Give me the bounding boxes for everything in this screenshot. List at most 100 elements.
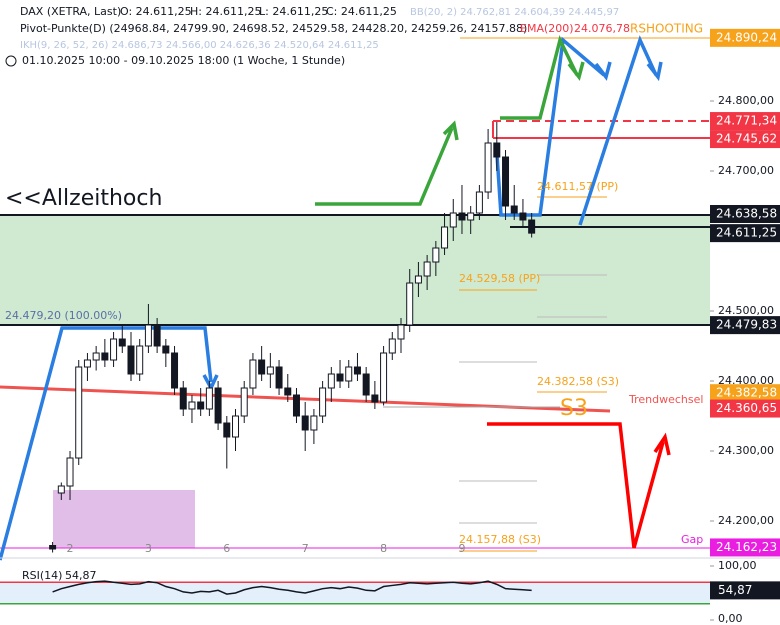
candle-body: [423, 261, 431, 277]
x-tick-label: 8: [380, 542, 387, 555]
candle-body: [188, 401, 196, 410]
zone: [0, 215, 710, 325]
candle-body: [327, 373, 335, 389]
price-tag-label: 24.611,25: [716, 226, 777, 240]
legend: DAX (XETRA, Last) O: 24.611,25 H: 24.611…: [5, 5, 630, 582]
price-tag-label: 24.638,58: [716, 206, 777, 220]
candle-body: [49, 545, 57, 550]
rsi-tag-label: 54,87: [718, 583, 752, 597]
candle-body: [449, 212, 457, 228]
annotation: Trendwechsel: [628, 393, 703, 406]
price-tag: [710, 112, 780, 131]
annotation: Gap: [681, 533, 703, 546]
period: 01.10.2025 10:00 - 09.10.2025 18:00 (1 W…: [22, 54, 345, 67]
y-tick-label: 100,00: [718, 559, 757, 572]
price-tag-label: 24.360,65: [716, 401, 777, 415]
annotation: 24.611,57 (PP): [537, 180, 618, 193]
annotation: <<Allzeithoch: [5, 186, 162, 211]
candle-body: [284, 387, 292, 396]
candle-body: [528, 219, 536, 234]
price-axis: [710, 0, 780, 625]
indicator: Pivot-Punkte(D) (24968.84, 24799.90, 246…: [20, 22, 527, 35]
candle-body: [136, 345, 144, 375]
annotation: RSHOOTING: [630, 22, 703, 36]
candle-body: [223, 422, 231, 438]
rsi-band: [0, 582, 710, 604]
indicator: BB(20, 2) 24.762,81 24.604,39 24.445,97: [410, 7, 619, 18]
candle-body: [197, 401, 205, 410]
x-tick-label: 9: [458, 542, 465, 555]
annotation: 24.157,88 (S3): [459, 533, 541, 546]
candle-body: [127, 345, 135, 375]
rsi-value: 54,87: [65, 569, 97, 582]
candle-body: [179, 387, 187, 410]
candle-body: [240, 387, 248, 417]
price-tag: [710, 538, 780, 557]
candle-body: [75, 366, 83, 459]
candle-body: [362, 373, 370, 396]
candle-body: [493, 142, 501, 158]
price-tag-label: 24.162,23: [716, 540, 777, 554]
candle-body: [258, 359, 266, 375]
candle-body: [301, 415, 309, 431]
y-tick-label: 24.300,00: [718, 444, 774, 457]
ohlc: H: 24.611,25: [190, 5, 261, 18]
candles: [49, 122, 536, 553]
candle-body: [397, 324, 405, 340]
green-arrows: [315, 34, 585, 206]
ohlc: L: 24.611,25: [259, 5, 328, 18]
price-tag: [710, 384, 780, 403]
candle-body: [275, 366, 283, 389]
rsi-tag: [710, 581, 780, 600]
candle-body: [467, 212, 475, 221]
price-tag: [710, 224, 780, 243]
candle-body: [266, 366, 274, 375]
indicator: EMA(200): [520, 22, 574, 35]
price-tag-label: 24.479,83: [716, 318, 777, 332]
ohlc: C: 24.611,25: [326, 5, 397, 18]
annotation: 24.479,20 (100.00%): [5, 309, 122, 322]
candle-body: [484, 142, 492, 193]
candle-body: [414, 275, 422, 284]
x-tick-label: 3: [145, 542, 152, 555]
candle-body: [101, 352, 109, 361]
y-tick-label: 24.400,00: [718, 374, 774, 387]
ohlc: O: 24.611,25: [120, 5, 192, 18]
candle-body: [510, 205, 518, 214]
price-tag: [710, 399, 780, 418]
price-tag: [710, 130, 780, 149]
zone: [53, 490, 195, 548]
candle-body: [336, 373, 344, 382]
annotation: 24.382,58 (S3): [537, 375, 619, 388]
rsi-line: [52, 580, 532, 595]
symbol: DAX (XETRA, Last): [20, 5, 121, 18]
candle-body: [153, 324, 161, 347]
candle-body: [92, 352, 100, 361]
candle-body: [110, 338, 118, 361]
annotation: S3: [560, 396, 588, 421]
annotation: 24.529,58 (PP): [459, 272, 540, 285]
candle-body: [214, 387, 222, 424]
y-tick-label: 24.800,00: [718, 94, 774, 107]
candle-body: [519, 212, 527, 221]
candle-body: [205, 387, 213, 410]
candle-body: [118, 338, 126, 347]
candle-body: [144, 324, 152, 347]
candle-body: [388, 338, 396, 354]
price-tag: [710, 28, 780, 47]
candle-body: [66, 457, 74, 487]
candle-body: [458, 212, 466, 221]
y-tick-label: 0,00: [718, 612, 743, 625]
price-tag-label: 24.382,58: [716, 386, 777, 400]
candle-body: [162, 345, 170, 354]
x-tick-label: 7: [302, 542, 309, 555]
x-tick-label: 2: [67, 542, 74, 555]
candle-body: [502, 156, 510, 207]
candle-body: [441, 226, 449, 249]
y-tick-label: 24.700,00: [718, 164, 774, 177]
y-tick-label: 24.200,00: [718, 514, 774, 527]
price-tag-label: 24.745,62: [716, 132, 777, 146]
candle-body: [432, 247, 440, 263]
